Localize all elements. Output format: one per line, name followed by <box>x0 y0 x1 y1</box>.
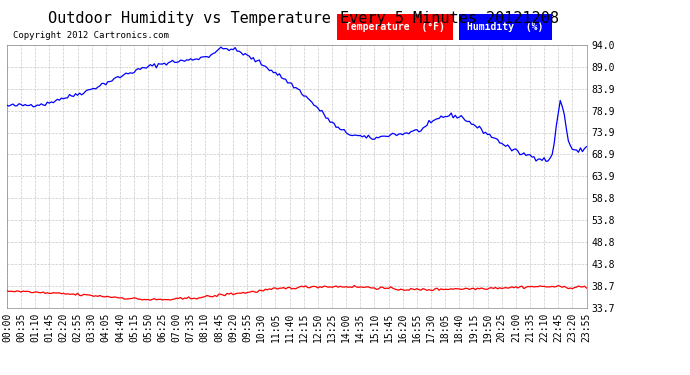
Text: Copyright 2012 Cartronics.com: Copyright 2012 Cartronics.com <box>12 31 168 40</box>
FancyBboxPatch shape <box>337 13 453 40</box>
Text: Humidity  (%): Humidity (%) <box>467 22 544 32</box>
Text: Temperature  (°F): Temperature (°F) <box>345 22 445 32</box>
Text: Outdoor Humidity vs Temperature Every 5 Minutes 20121208: Outdoor Humidity vs Temperature Every 5 … <box>48 11 559 26</box>
FancyBboxPatch shape <box>459 13 552 40</box>
